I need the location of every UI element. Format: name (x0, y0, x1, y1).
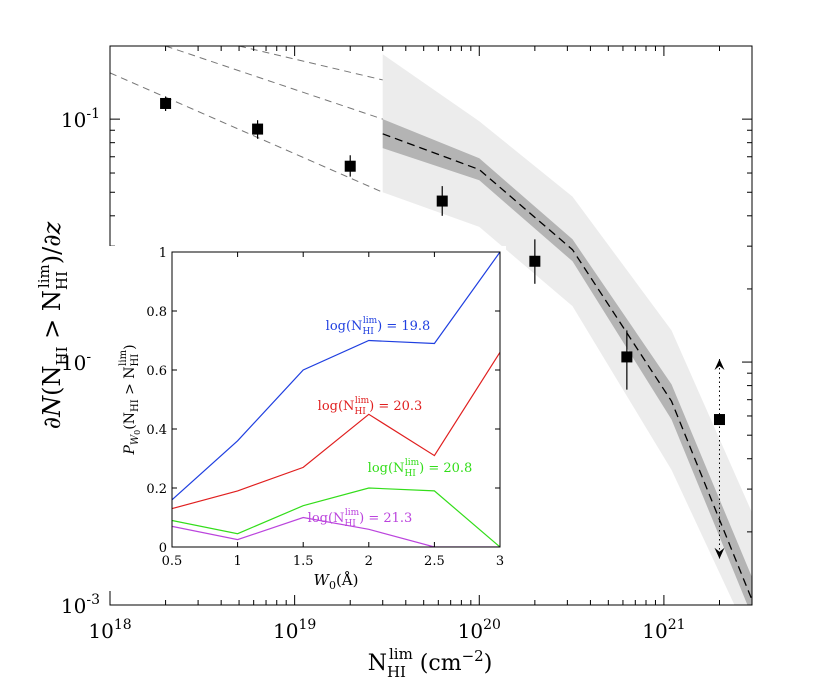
marker (344, 160, 356, 172)
outer-band (382, 54, 752, 605)
y-tick-label-1: 10-3 (61, 592, 100, 618)
inset-y-axis-label: PW0(NHI > NHIlim) (118, 344, 142, 455)
inset-series-20.8 (172, 487, 500, 547)
inset-x-tick-label-2: 1 (233, 554, 241, 569)
data-points (160, 96, 725, 559)
x-tick-label-2: 1019 (273, 617, 316, 643)
outer-uncertainty-band (382, 54, 752, 605)
data-point-6 (621, 330, 633, 390)
marker (621, 351, 633, 363)
x-tick-label-1: 1018 (88, 617, 131, 643)
y-axis-label: ∂N(NHI > NHIlim)/∂z (35, 221, 71, 429)
inset-annotation-21.3: log(NHIlim) = 21.3 (308, 508, 413, 529)
marker (529, 255, 541, 267)
inset-annotation-20.8: log(NHIlim) = 20.8 (368, 458, 473, 479)
inset-x-tick-label-6: 3 (496, 554, 504, 569)
inset-y-tick-label-6: 1 (159, 246, 167, 261)
marker (713, 414, 725, 426)
y-tick-label-3: 10-1 (61, 106, 100, 132)
data-point-3 (344, 155, 356, 177)
inset-x-tick-label-5: 2.5 (424, 554, 445, 569)
inset-plot: log(NHIlim) = 19.8 log(NHIlim) = 20.3 log(… (92, 246, 506, 592)
model-dashed-line (382, 133, 752, 601)
data-point-5 (529, 239, 541, 284)
inset-series-19.8 (172, 252, 500, 501)
inset-x-tick-label-4: 2 (365, 554, 373, 569)
inset-y-tick-label-3: 0.4 (146, 423, 167, 438)
lower-arrow-icon (714, 547, 725, 559)
marker (436, 195, 448, 207)
inset-y-tick-label-2: 0.2 (146, 482, 167, 497)
inset-x-axis-label: W0(Å) (314, 571, 359, 592)
inset-axis-ticks: 0.5 1 1.5 2 2.5 3 0 0.2 0.4 0.6 0.8 1 (146, 246, 504, 569)
inset-series-20.3 (172, 351, 500, 510)
inset-series-21.3 (172, 516, 500, 547)
inset-frame (171, 251, 501, 548)
inset-series-lines (172, 252, 500, 547)
extrapolation-line-3 (238, 46, 383, 81)
extrapolation-lines (110, 46, 383, 193)
inset-background (92, 246, 506, 591)
inset-annotation-19.8: log(NHIlim) = 19.8 (326, 316, 431, 337)
marker (252, 123, 264, 135)
extrapolation-line-1 (110, 72, 383, 193)
inset-x-tick-label-3: 1.5 (293, 554, 314, 569)
x-tick-label-4: 1021 (642, 617, 685, 643)
upper-arrow-icon (714, 358, 725, 370)
data-point-4 (436, 186, 448, 216)
inset-y-tick-label-5: 0.8 (146, 305, 167, 320)
inset-x-tick-label-1: 0.5 (162, 554, 183, 569)
inset-y-tick-label-1: 0 (159, 541, 167, 556)
data-point-7 (713, 358, 725, 559)
inset-y-tick-label-4: 0.6 (146, 364, 167, 379)
data-point-2 (252, 120, 264, 139)
x-axis-label: NHIlim (cm−2) (368, 645, 493, 681)
inset-annotation-20.3: log(NHIlim) = 20.3 (318, 396, 423, 417)
x-tick-label-3: 1020 (458, 617, 501, 643)
data-point-1 (160, 96, 172, 112)
model-line (382, 133, 752, 601)
extrapolation-line-2 (165, 46, 383, 120)
inset-annotations: log(NHIlim) = 19.8 log(NHIlim) = 20.3 log(… (308, 316, 473, 529)
marker (160, 97, 172, 109)
